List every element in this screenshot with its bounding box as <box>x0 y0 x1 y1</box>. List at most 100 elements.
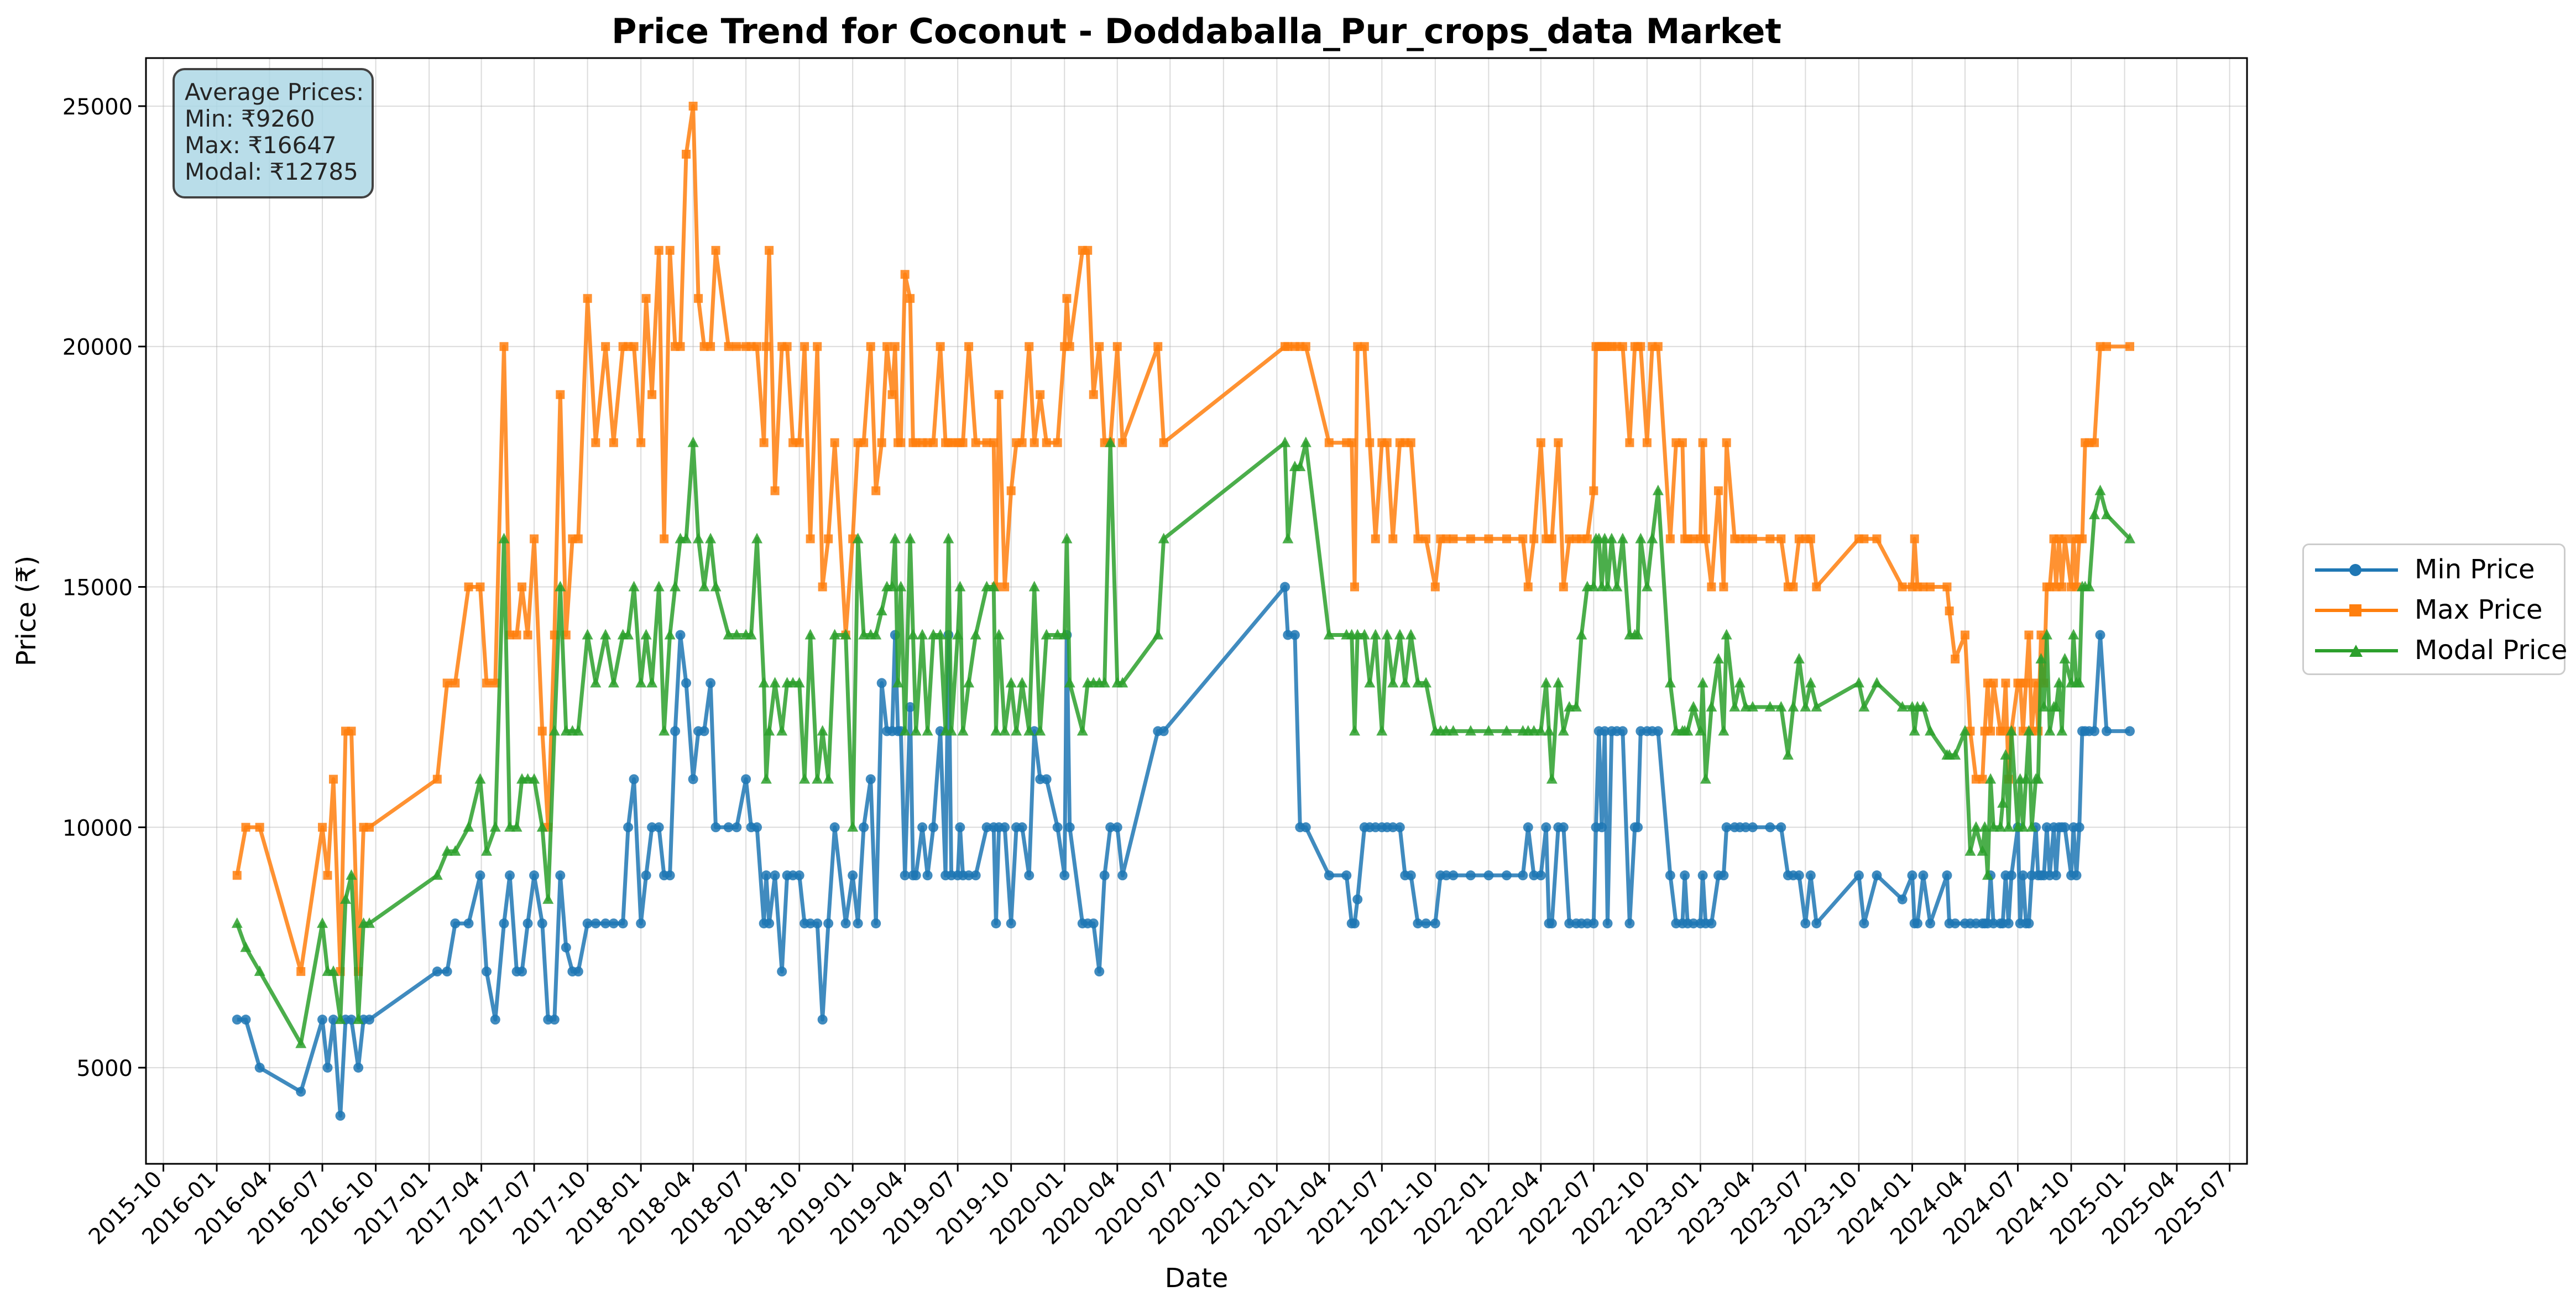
data-point-modal-price <box>1553 677 1564 688</box>
data-point-min-price <box>623 822 634 833</box>
data-point-min-price <box>555 870 566 881</box>
data-point-modal-price <box>254 965 265 976</box>
data-point-max-price <box>806 534 815 543</box>
data-point-modal-price <box>664 629 676 640</box>
data-point-modal-price <box>481 845 493 856</box>
data-point-modal-price <box>1985 773 1997 784</box>
data-point-min-price <box>450 918 461 929</box>
data-point-modal-price <box>1011 725 1022 736</box>
data-point-min-price <box>1064 822 1075 833</box>
data-point-modal-price <box>1606 532 1617 543</box>
data-point-modal-price <box>1399 677 1411 688</box>
data-point-min-price <box>1602 918 1613 929</box>
data-point-max-price <box>432 775 442 784</box>
data-point-max-price <box>1413 534 1423 543</box>
data-point-min-price <box>1388 822 1398 833</box>
data-point-modal-price <box>1300 436 1311 447</box>
data-point-max-price <box>641 294 651 303</box>
data-point-max-price <box>1388 534 1398 543</box>
data-point-modal-price <box>1405 629 1417 640</box>
data-point-min-price <box>1024 870 1034 881</box>
data-point-modal-price <box>823 773 834 784</box>
data-point-modal-price <box>1282 532 1294 543</box>
data-point-min-price <box>432 966 442 977</box>
data-point-modal-price <box>1543 725 1555 736</box>
data-point-modal-price <box>1695 725 1706 736</box>
average-max-price: Max: ₹16647 <box>185 132 337 159</box>
data-point-min-price <box>1405 870 1416 881</box>
data-point-max-price <box>1582 534 1592 543</box>
legend-label-min-price: Min Price <box>2415 554 2535 585</box>
data-point-modal-price <box>963 677 975 688</box>
data-point-modal-price <box>1564 701 1575 712</box>
data-point-modal-price <box>910 725 922 736</box>
data-point-min-price <box>1017 822 1027 833</box>
data-point-max-price <box>830 438 839 447</box>
data-point-max-price <box>824 534 833 543</box>
data-point-max-price <box>476 582 485 592</box>
chart-title: Price Trend for Coconut - Doddaballa_Pur… <box>612 11 1781 51</box>
data-point-max-price <box>647 390 657 399</box>
data-point-max-price <box>1859 534 1869 543</box>
data-point-min-price <box>911 870 921 881</box>
data-point-modal-price <box>1023 725 1035 736</box>
data-point-modal-price <box>1381 629 1393 640</box>
data-point-modal-price <box>1979 821 1990 832</box>
data-point-modal-price <box>892 677 904 688</box>
data-point-max-price <box>1945 607 1954 615</box>
data-point-min-price <box>647 822 657 833</box>
data-point-min-price <box>353 1063 364 1073</box>
data-point-min-price <box>710 822 721 833</box>
data-point-min-price <box>817 1015 828 1025</box>
data-point-modal-price <box>1647 532 1658 543</box>
data-point-modal-price <box>922 725 933 736</box>
data-point-min-price <box>1000 822 1010 833</box>
data-point-max-price <box>1642 438 1652 447</box>
data-point-modal-price <box>1718 725 1729 736</box>
data-point-min-price <box>499 918 509 929</box>
data-point-min-price <box>529 870 540 881</box>
data-point-min-price <box>591 918 601 929</box>
data-point-max-price <box>1089 390 1098 399</box>
data-point-modal-price <box>659 725 670 736</box>
data-point-max-price <box>2057 582 2067 592</box>
data-point-max-price <box>694 294 703 303</box>
data-point-modal-price <box>1448 725 1459 736</box>
data-point-modal-price <box>764 725 775 736</box>
data-point-max-price <box>518 582 527 592</box>
data-point-modal-price <box>993 629 1005 640</box>
data-point-modal-price <box>899 725 911 736</box>
data-point-modal-price <box>1420 677 1432 688</box>
data-point-modal-price <box>1697 677 1708 688</box>
data-point-modal-price <box>870 629 882 640</box>
y-tick-label: 20000 <box>62 335 133 360</box>
data-point-max-price <box>1484 534 1493 543</box>
data-point-min-price <box>1300 822 1311 833</box>
data-point-max-price <box>1625 438 1634 447</box>
data-point-min-price <box>859 822 869 833</box>
data-point-min-price <box>364 1015 375 1025</box>
data-point-min-price <box>1853 870 1864 881</box>
data-point-modal-price <box>1034 725 1046 736</box>
data-point-max-price <box>2125 342 2135 351</box>
data-point-modal-price <box>1800 701 1811 712</box>
data-point-max-price <box>451 678 460 688</box>
data-point-modal-price <box>600 629 612 640</box>
data-point-min-price <box>1859 918 1869 929</box>
data-point-modal-price <box>1747 701 1758 712</box>
data-point-max-price <box>573 534 583 543</box>
data-point-max-price <box>971 438 980 447</box>
data-point-modal-price <box>1909 725 1920 736</box>
data-point-modal-price <box>1376 725 1388 736</box>
data-point-min-price <box>1352 894 1363 905</box>
data-point-max-price <box>1350 582 1359 592</box>
data-point-min-price <box>1988 918 1999 929</box>
data-point-min-price <box>1465 870 1476 881</box>
data-point-min-price <box>829 822 840 833</box>
data-point-max-price <box>654 245 663 255</box>
data-point-min-price <box>2018 870 2028 881</box>
data-point-max-price <box>1653 342 1663 351</box>
data-point-modal-price <box>698 581 710 592</box>
data-point-modal-price <box>1558 725 1569 736</box>
data-point-max-price <box>682 149 691 159</box>
